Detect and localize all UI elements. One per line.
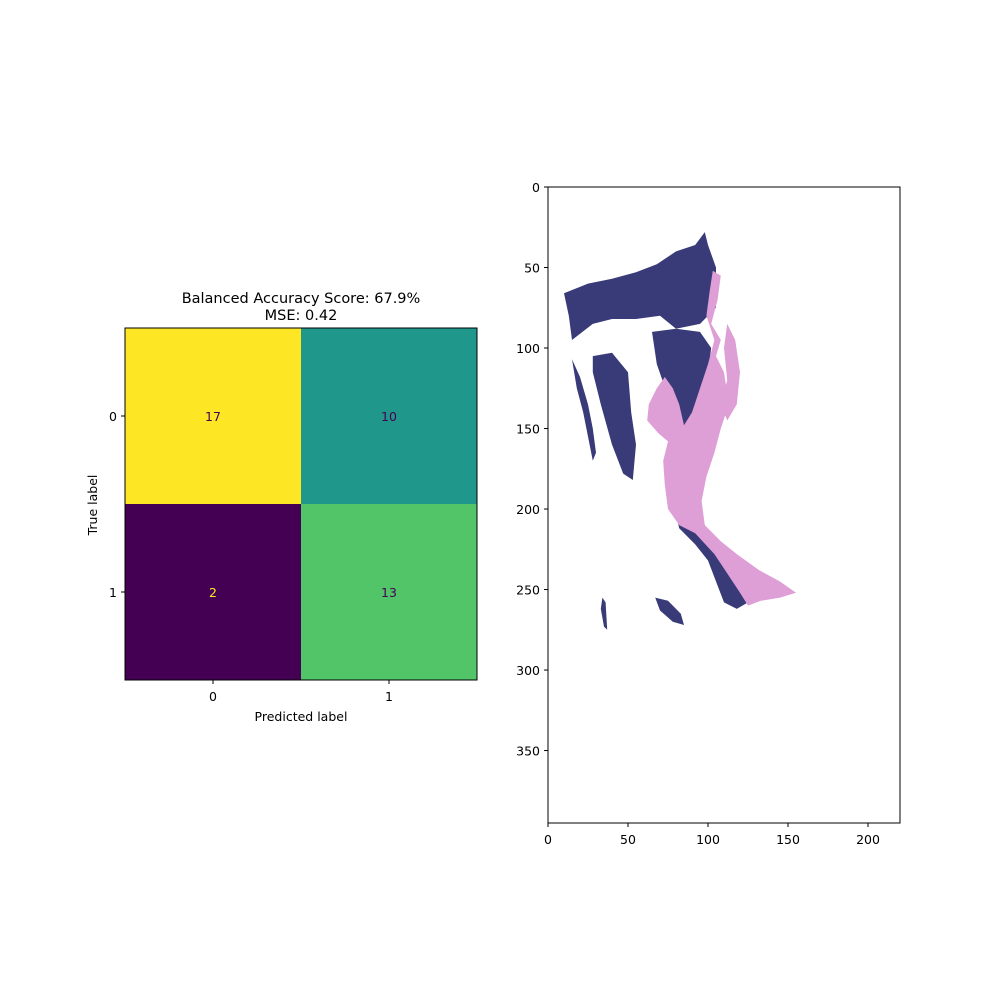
y-tick-label: 250 bbox=[516, 583, 540, 598]
x-tick-label: 1 bbox=[385, 689, 393, 704]
chart-title: Balanced Accuracy Score: 67.9% bbox=[182, 291, 421, 307]
x-tick-label: 150 bbox=[776, 832, 800, 847]
x-tick-label: 0 bbox=[209, 689, 217, 704]
matrix-cell-0-0 bbox=[125, 328, 301, 504]
x-tick-label: 0 bbox=[544, 832, 552, 847]
segment-region-1 bbox=[592, 352, 636, 480]
x-tick-label: 50 bbox=[620, 832, 636, 847]
cell-value-label: 13 bbox=[381, 585, 397, 600]
cell-value-label: 2 bbox=[209, 585, 217, 600]
y-tick-label: 0 bbox=[109, 409, 117, 424]
y-tick-label: 1 bbox=[109, 585, 117, 600]
segment-region-7 bbox=[600, 597, 608, 630]
image-frame bbox=[547, 186, 901, 824]
confusion-matrix: Balanced Accuracy Score: 67.9% MSE: 0.42… bbox=[85, 291, 478, 724]
segment-region-4 bbox=[676, 513, 748, 609]
y-tick-label: 300 bbox=[516, 663, 540, 678]
matrix-cell-1-1 bbox=[301, 504, 477, 680]
matrix-cell-0-1 bbox=[301, 328, 477, 504]
segment-region-6 bbox=[572, 359, 596, 461]
y-tick-label: 50 bbox=[524, 261, 540, 276]
segment-region-0 bbox=[564, 232, 716, 340]
y-tick-label: 350 bbox=[516, 744, 540, 759]
y-tick-label: 200 bbox=[516, 502, 540, 517]
y-tick-label: 0 bbox=[532, 180, 540, 195]
segment-region-9 bbox=[720, 323, 740, 421]
y-tick-label: 100 bbox=[516, 341, 540, 356]
y-axis-label: True label bbox=[85, 475, 100, 537]
segmentation-image: 0 50 100 150 200 0 50 100 150 200 250 300 350 bbox=[516, 180, 901, 847]
matrix-cell-1-0 bbox=[125, 504, 301, 680]
segment-region-5 bbox=[655, 597, 684, 625]
matrix-ticks: 0 1 0 1 bbox=[109, 409, 393, 704]
image-ticks: 0 50 100 150 200 0 50 100 150 200 250 300 350 bbox=[516, 180, 880, 847]
y-tick-label: 150 bbox=[516, 422, 540, 437]
x-tick-label: 100 bbox=[696, 832, 720, 847]
x-tick-label: 200 bbox=[856, 832, 880, 847]
segment-region-8 bbox=[647, 270, 796, 606]
segmentation-regions bbox=[564, 232, 796, 630]
cell-value-label: 10 bbox=[381, 409, 397, 424]
cell-value-label: 17 bbox=[205, 409, 221, 424]
matrix-frame bbox=[124, 327, 478, 681]
matrix-cells: 17 10 2 13 bbox=[124, 327, 478, 681]
x-axis-label: Predicted label bbox=[255, 709, 348, 724]
chart-subtitle: MSE: 0.42 bbox=[265, 308, 338, 324]
